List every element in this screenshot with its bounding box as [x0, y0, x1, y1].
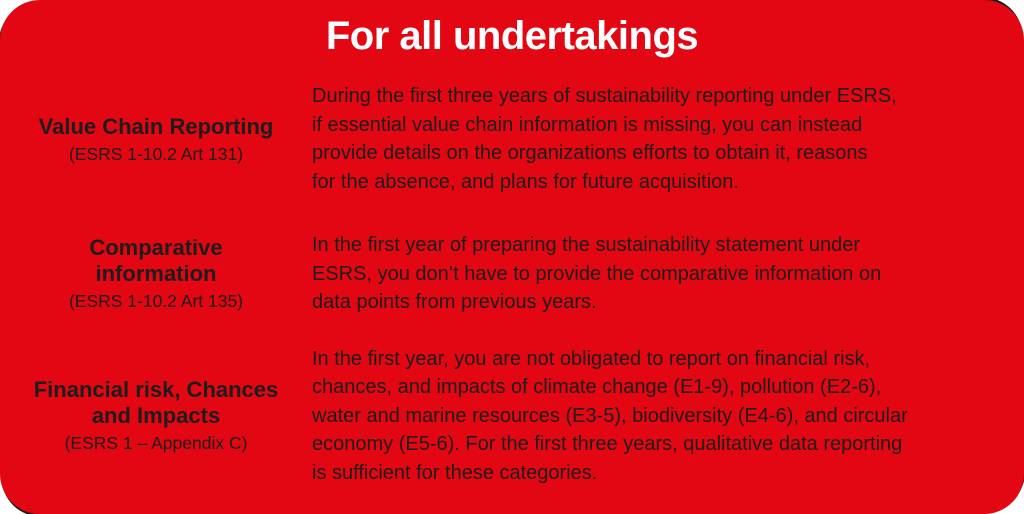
- row-label-block: Financial risk, Chances and Impacts (ESR…: [0, 377, 312, 454]
- row-label-block: Comparative information (ESRS 1-10.2 Art…: [0, 235, 312, 312]
- row-description: During the first three years of sustaina…: [312, 85, 897, 193]
- row-description: In the first year, you are not obligated…: [312, 347, 908, 484]
- row-reference: (ESRS 1 – Appendix C): [64, 433, 248, 454]
- row-description: In the first year of preparing the susta…: [312, 234, 882, 313]
- row-heading: Financial risk, Chances and Impacts: [33, 377, 279, 429]
- row-heading: Comparative information: [89, 235, 223, 287]
- row-heading: Value Chain Reporting: [38, 113, 274, 139]
- card-title: For all undertakings: [325, 14, 699, 58]
- row-comparative-information: Comparative information (ESRS 1-10.2 Art…: [0, 231, 1024, 317]
- row-financial-risk-chances-impacts: Financial risk, Chances and Impacts (ESR…: [0, 345, 1024, 488]
- row-label-block: Value Chain Reporting (ESRS 1-10.2 Art 1…: [0, 114, 312, 165]
- row-value-chain-reporting: Value Chain Reporting (ESRS 1-10.2 Art 1…: [0, 82, 1024, 196]
- row-reference: (ESRS 1-10.2 Art 131): [68, 143, 244, 164]
- rows-container: Value Chain Reporting (ESRS 1-10.2 Art 1…: [0, 82, 1024, 487]
- row-reference: (ESRS 1-10.2 Art 135): [68, 291, 244, 312]
